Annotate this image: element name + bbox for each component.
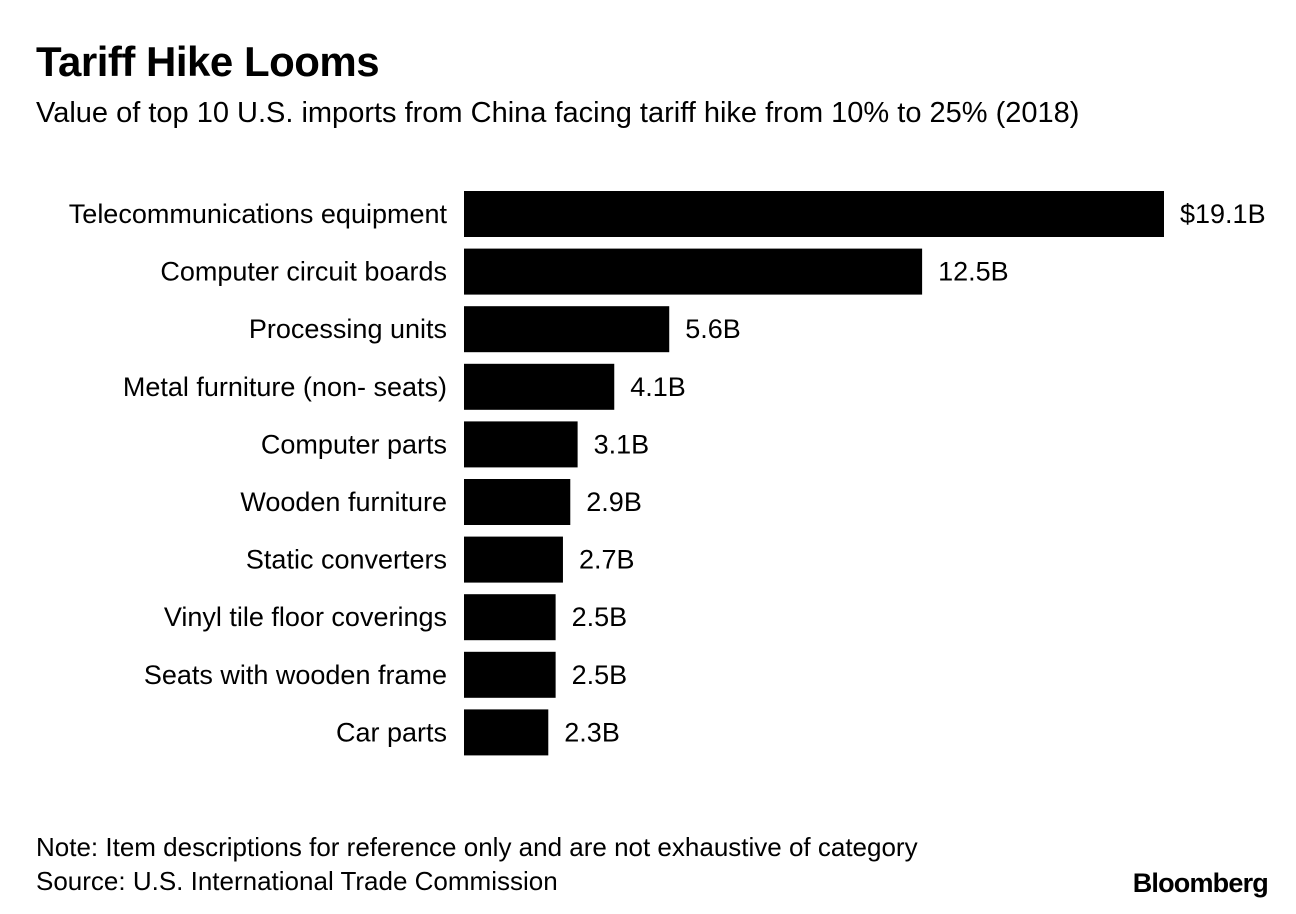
bar	[464, 191, 1164, 237]
bar	[464, 536, 563, 583]
chart-source: Source: U.S. International Trade Commiss…	[36, 866, 558, 896]
value-label: 2.7B	[579, 545, 635, 575]
value-label: 3.1B	[594, 429, 650, 459]
category-label: Telecommunications equipment	[69, 199, 448, 229]
chart-note: Note: Item descriptions for reference on…	[36, 832, 918, 862]
value-label: 2.9B	[586, 487, 642, 517]
category-label: Static converters	[246, 545, 447, 575]
bar	[464, 651, 556, 698]
value-label: $19.1B	[1180, 199, 1266, 229]
bar	[464, 248, 923, 295]
category-label: Processing units	[249, 314, 447, 344]
category-label: Seats with wooden frame	[144, 660, 447, 690]
chart-subtitle: Value of top 10 U.S. imports from China …	[36, 97, 1080, 129]
chart-title: Tariff Hike Looms	[36, 38, 380, 85]
value-label: 5.6B	[685, 314, 741, 344]
category-label: Computer parts	[261, 429, 447, 459]
category-label: Car parts	[336, 717, 447, 747]
bar	[464, 421, 578, 468]
value-label: 2.5B	[572, 602, 628, 632]
bar	[464, 709, 549, 756]
value-label: 4.1B	[630, 372, 686, 402]
category-label: Metal furniture (non- seats)	[123, 372, 447, 402]
value-label: 12.5B	[938, 257, 1009, 287]
category-label: Computer circuit boards	[160, 257, 447, 287]
bar	[464, 363, 615, 410]
bar	[464, 594, 556, 641]
bar	[464, 306, 670, 353]
bloomberg-logo: Bloomberg	[1132, 868, 1269, 898]
category-label: Wooden furniture	[240, 487, 447, 517]
bar	[464, 479, 571, 525]
category-label: Vinyl tile floor coverings	[164, 602, 447, 632]
value-label: 2.5B	[572, 660, 628, 690]
value-label: 2.3B	[564, 717, 620, 747]
